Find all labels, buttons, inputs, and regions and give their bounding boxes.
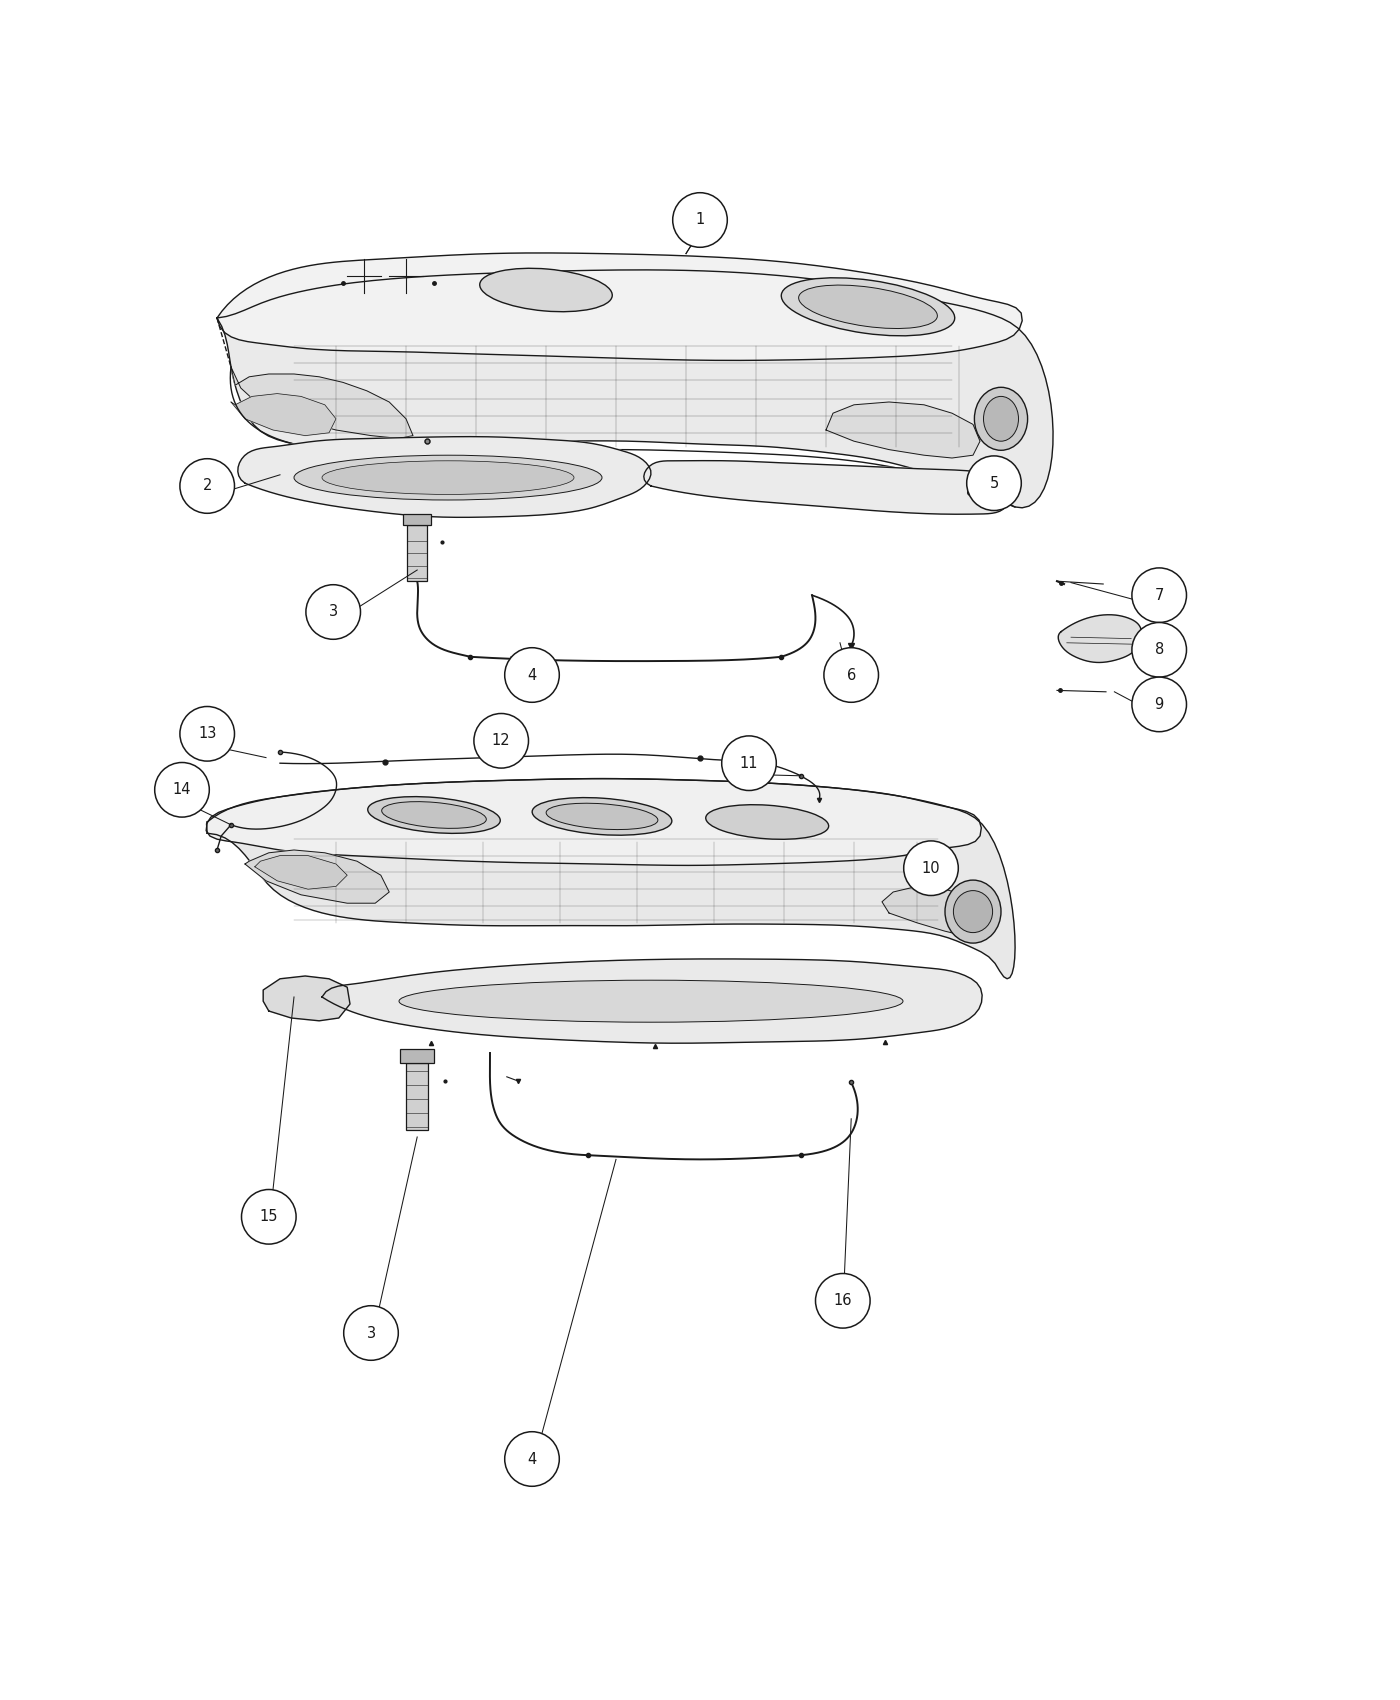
Text: 14: 14 [172, 782, 192, 797]
Circle shape [1133, 568, 1187, 622]
Text: 15: 15 [259, 1209, 279, 1224]
Polygon shape [255, 855, 347, 889]
Text: 13: 13 [197, 726, 217, 741]
Polygon shape [644, 461, 1008, 513]
Circle shape [504, 1431, 559, 1486]
Polygon shape [826, 401, 980, 457]
Circle shape [154, 763, 210, 818]
Text: 7: 7 [1155, 588, 1163, 604]
Text: 9: 9 [1155, 697, 1163, 712]
Bar [403, 513, 431, 525]
Ellipse shape [798, 286, 938, 328]
Circle shape [179, 459, 235, 513]
Text: 10: 10 [921, 860, 941, 876]
Circle shape [966, 456, 1021, 510]
Polygon shape [245, 850, 389, 903]
Circle shape [1133, 677, 1187, 731]
Circle shape [823, 648, 879, 702]
Text: 2: 2 [203, 478, 211, 493]
Polygon shape [1058, 615, 1142, 663]
Circle shape [179, 707, 235, 762]
Polygon shape [217, 270, 1053, 508]
Text: 1: 1 [696, 212, 704, 228]
Text: 6: 6 [847, 668, 855, 682]
Ellipse shape [781, 277, 955, 337]
Ellipse shape [532, 797, 672, 835]
Text: 16: 16 [833, 1294, 853, 1309]
Ellipse shape [294, 456, 602, 500]
Text: 3: 3 [367, 1326, 375, 1341]
Text: 8: 8 [1155, 643, 1163, 658]
Circle shape [722, 736, 776, 791]
Ellipse shape [382, 802, 486, 828]
Polygon shape [217, 253, 1022, 360]
Ellipse shape [974, 388, 1028, 450]
Polygon shape [231, 394, 336, 435]
Polygon shape [322, 959, 983, 1044]
Ellipse shape [399, 981, 903, 1022]
Ellipse shape [953, 891, 993, 933]
Circle shape [1133, 622, 1187, 677]
Bar [407, 525, 427, 581]
Ellipse shape [322, 461, 574, 495]
Circle shape [344, 1306, 399, 1360]
Polygon shape [231, 367, 413, 439]
Ellipse shape [546, 802, 658, 830]
Circle shape [241, 1190, 297, 1244]
Text: 4: 4 [528, 1452, 536, 1467]
Text: 3: 3 [329, 605, 337, 619]
Ellipse shape [706, 804, 829, 840]
Ellipse shape [945, 881, 1001, 944]
Polygon shape [238, 437, 651, 517]
Text: 11: 11 [739, 756, 759, 770]
Text: 4: 4 [528, 668, 536, 682]
Circle shape [815, 1273, 869, 1328]
Polygon shape [207, 779, 1015, 979]
Circle shape [904, 842, 958, 896]
Text: 5: 5 [990, 476, 998, 491]
Circle shape [305, 585, 361, 639]
Ellipse shape [983, 396, 1019, 442]
Ellipse shape [368, 797, 500, 833]
Text: 12: 12 [491, 733, 511, 748]
Circle shape [504, 648, 559, 702]
Circle shape [673, 192, 728, 246]
Polygon shape [263, 976, 350, 1020]
Polygon shape [206, 779, 981, 865]
Polygon shape [882, 886, 997, 937]
Circle shape [473, 714, 529, 768]
Bar [400, 1049, 434, 1062]
Ellipse shape [480, 269, 612, 311]
Bar [406, 1062, 428, 1130]
